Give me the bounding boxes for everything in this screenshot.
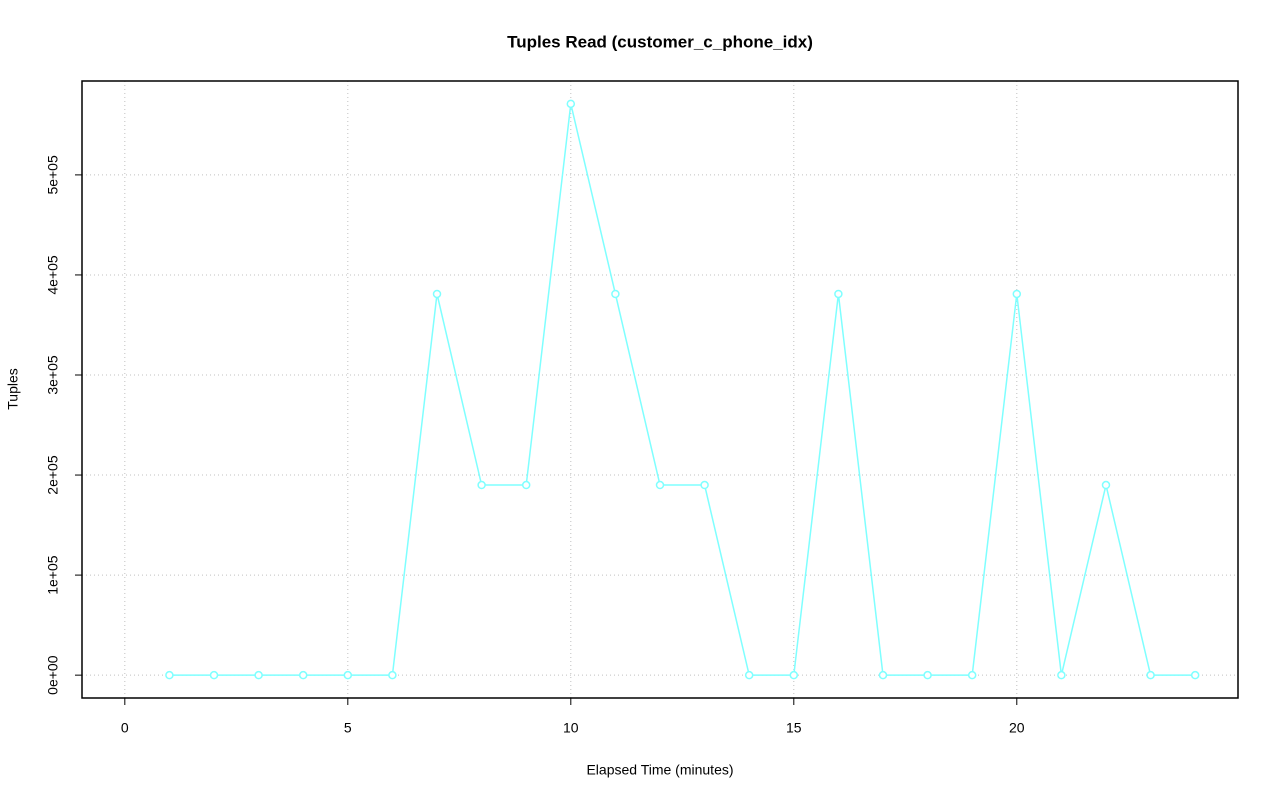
data-point [165, 670, 174, 680]
data-point [1190, 670, 1200, 680]
data-point [1012, 289, 1022, 299]
data-point [432, 289, 442, 299]
data-point [789, 670, 799, 680]
data-point [878, 670, 888, 680]
y-tick-label: 2e+05 [45, 455, 61, 495]
x-tick-label: 20 [1009, 720, 1025, 736]
data-line [169, 103, 1196, 676]
y-tick-label: 3e+05 [45, 355, 61, 395]
data-point [298, 670, 308, 680]
data-point [967, 670, 977, 680]
data-point [521, 480, 531, 490]
data-point [343, 670, 353, 680]
data-point [566, 99, 576, 109]
x-axis-label: Elapsed Time (minutes) [586, 762, 733, 778]
x-tick-label: 15 [786, 720, 802, 736]
y-tick-label: 4e+05 [45, 255, 61, 295]
data-point [209, 670, 219, 680]
y-tick-label: 5e+05 [45, 155, 61, 195]
plot-frame [81, 80, 1239, 699]
data-point [655, 480, 665, 490]
data-point [254, 670, 263, 680]
data-point [744, 670, 754, 680]
data-point [1146, 670, 1155, 680]
y-axis-label: Tuples [5, 368, 21, 410]
data-point [477, 480, 486, 490]
data-point [834, 289, 843, 299]
data-point [1057, 670, 1066, 680]
chart-title: Tuples Read (customer_c_phone_idx) [507, 32, 813, 51]
data-point [1101, 480, 1111, 490]
data-point [611, 289, 620, 299]
data-point [700, 480, 709, 490]
y-tick-label: 1e+05 [45, 555, 61, 595]
y-tick-label: 0e+00 [45, 655, 61, 695]
x-tick-label: 10 [563, 720, 579, 736]
data-point [923, 670, 932, 680]
x-tick-label: 5 [344, 720, 352, 736]
x-tick-label: 0 [121, 720, 129, 736]
data-point [388, 670, 397, 680]
